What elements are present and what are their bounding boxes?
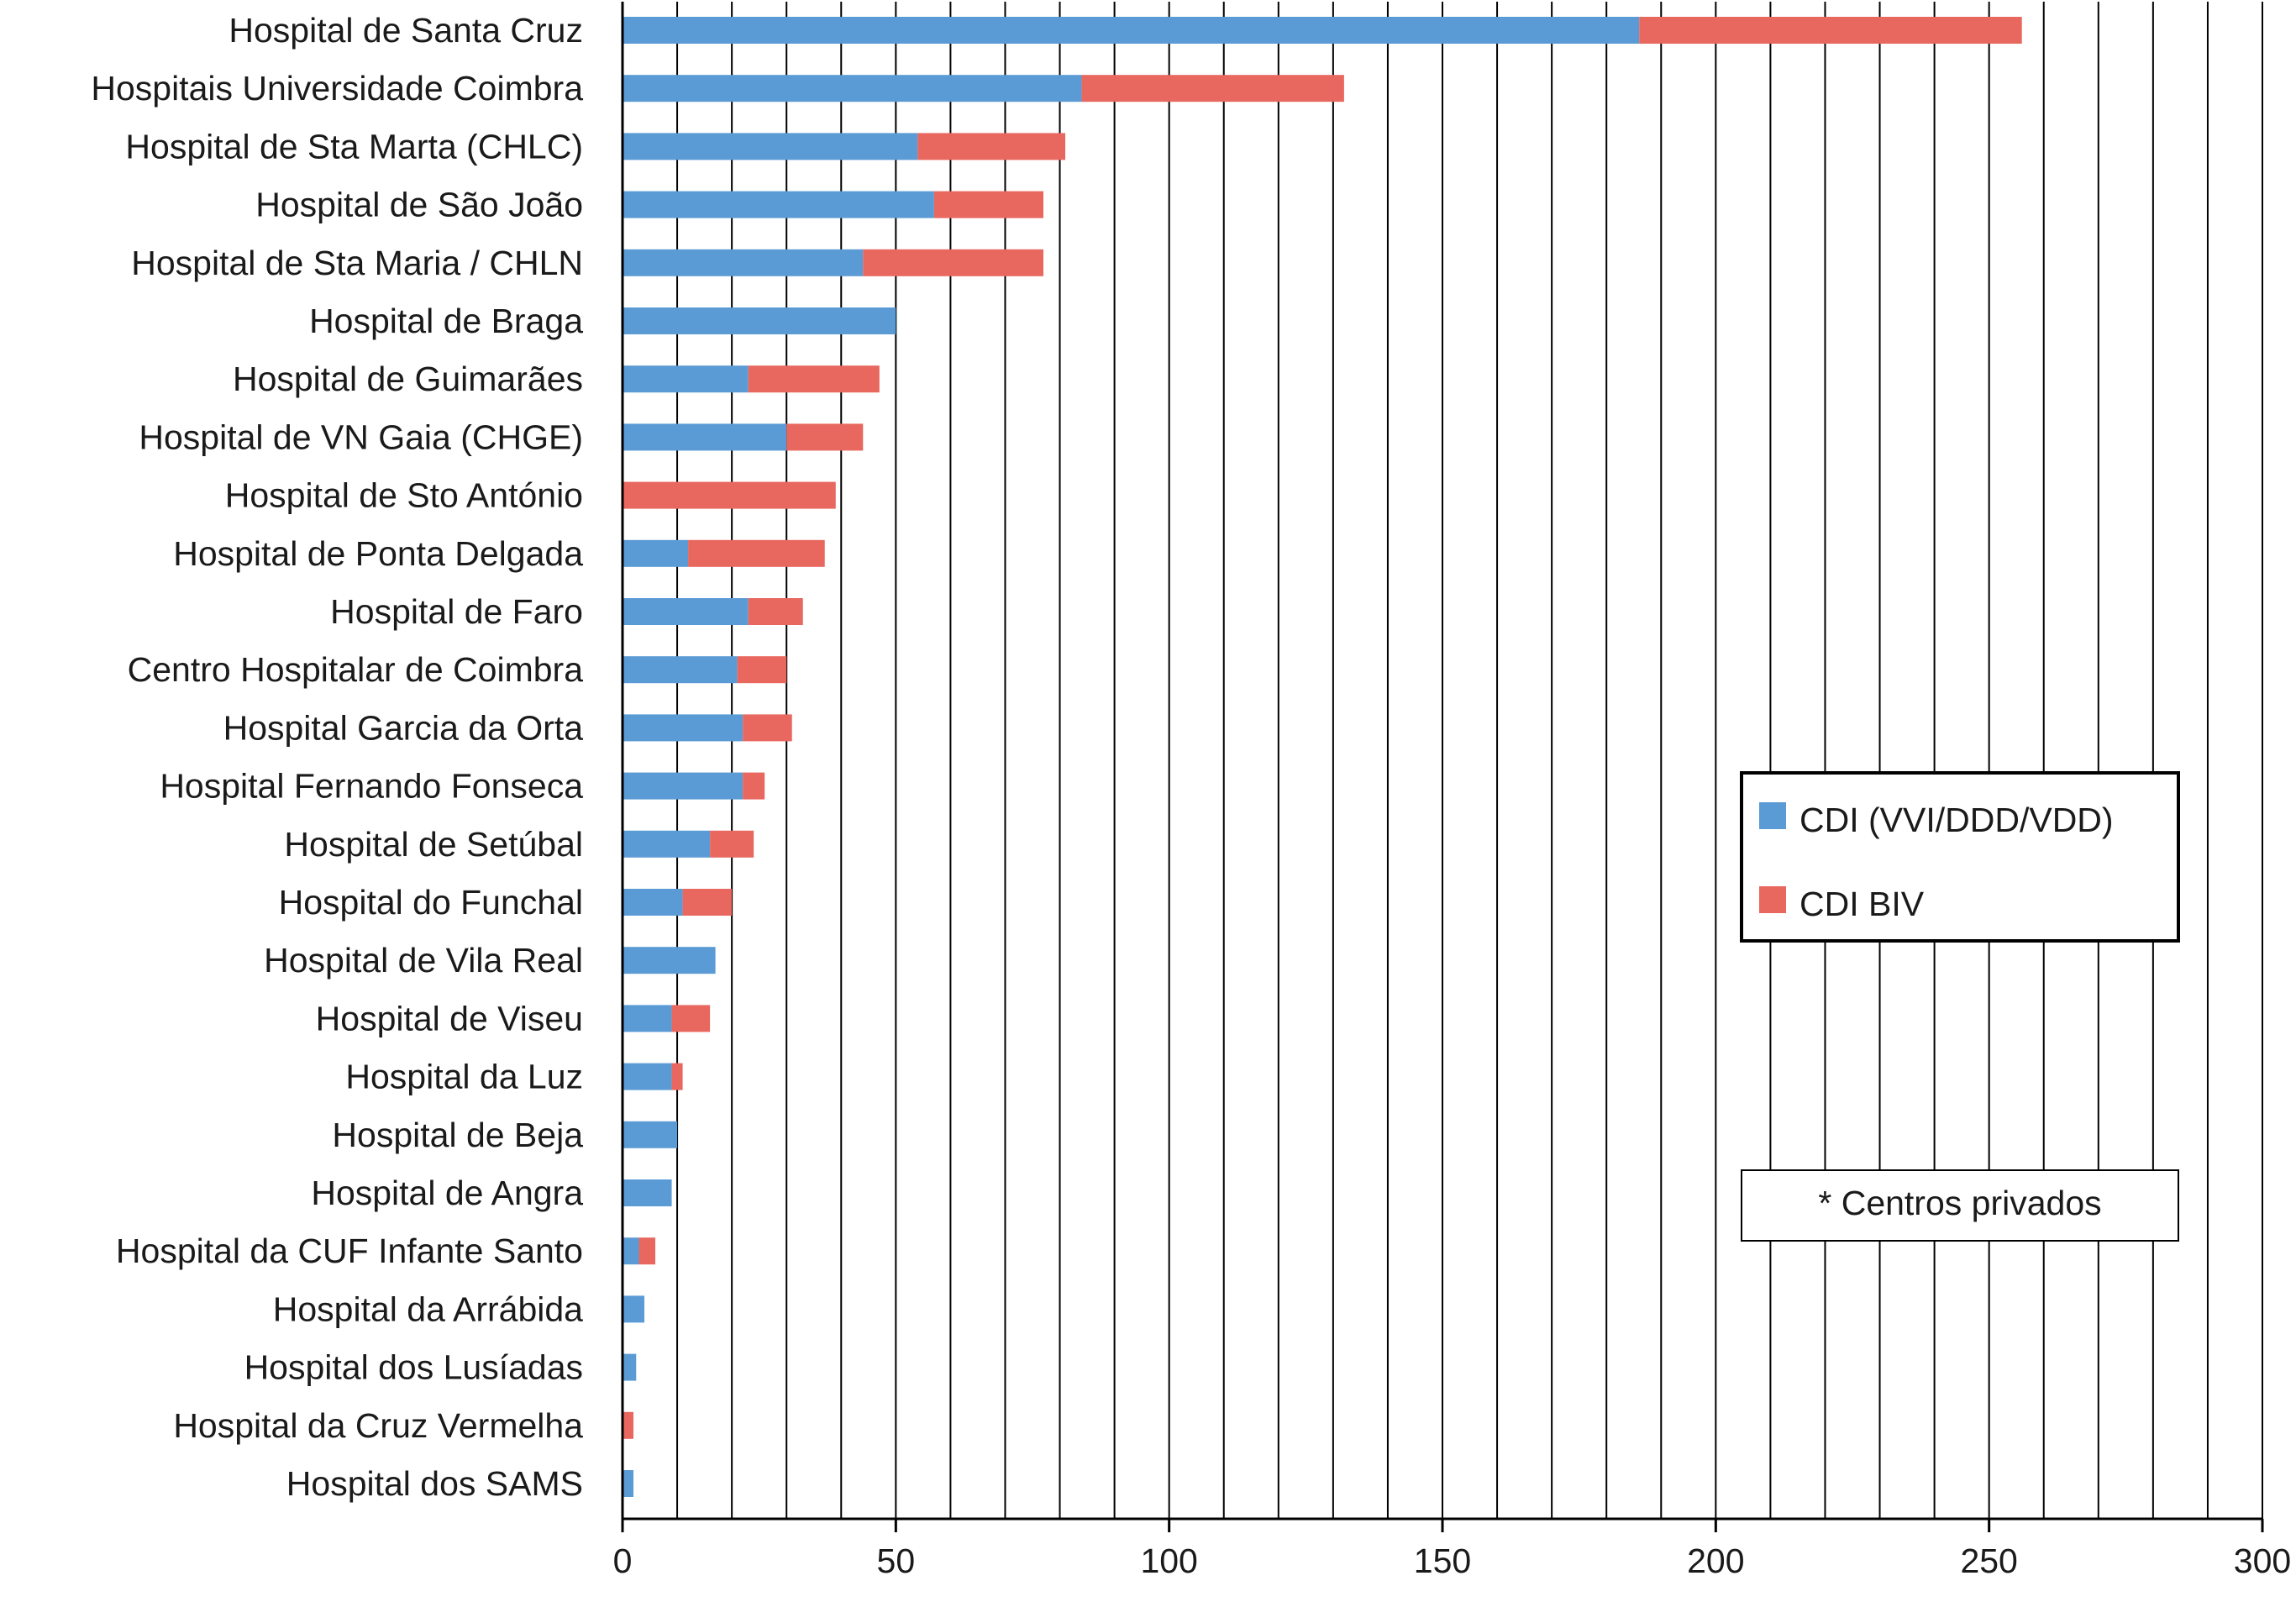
bar-cdi xyxy=(623,1005,672,1032)
annotation-box: * Centros privados xyxy=(1741,1169,2179,1242)
bar-cdi-biv xyxy=(1081,75,1344,102)
bar-cdi xyxy=(623,1179,672,1206)
category-label: Hospital dos SAMS xyxy=(286,1464,583,1503)
legend-swatch-cdi-biv xyxy=(1759,886,1786,913)
category-label: Hospital de Braga xyxy=(309,302,583,340)
bar-cdi-biv xyxy=(863,249,1044,276)
x-tick-label: 250 xyxy=(1960,1542,2017,1580)
category-label: Hospital de Faro xyxy=(330,592,583,631)
bar-cdi xyxy=(623,1121,678,1148)
x-tick-label: 50 xyxy=(877,1542,916,1580)
bar-cdi-biv xyxy=(737,656,787,684)
category-label: Hospital do Funchal xyxy=(279,883,583,922)
x-tick-label: 300 xyxy=(2234,1542,2291,1580)
x-tick-label: 0 xyxy=(613,1542,633,1580)
category-label: Hospital dos Lusíadas xyxy=(244,1348,583,1387)
category-label: Hospital de Sto António xyxy=(225,476,583,515)
bar-cdi-biv xyxy=(671,1005,711,1032)
bar-cdi xyxy=(623,947,716,974)
category-label: Hospital da Cruz Vermelha xyxy=(173,1406,583,1445)
category-label: Hospital de Viseu xyxy=(316,999,583,1037)
bar-cdi-biv xyxy=(710,830,754,858)
bar-cdi-biv xyxy=(917,133,1066,160)
bar-cdi xyxy=(623,714,743,742)
category-label: Hospital de Setúbal xyxy=(284,825,583,864)
x-tick-label: 100 xyxy=(1140,1542,1197,1580)
bar-cdi xyxy=(623,539,689,567)
bar-cdi xyxy=(623,133,918,160)
bar-cdi xyxy=(623,75,1082,102)
category-label: Hospital de VN Gaia (CHGE) xyxy=(139,418,583,456)
bar-cdi-biv xyxy=(623,481,836,509)
bar-cdi xyxy=(623,365,749,393)
legend-label-cdi-biv: CDI BIV xyxy=(1799,885,1925,923)
bar-cdi xyxy=(623,656,738,684)
category-label: Hospital Fernando Fonseca xyxy=(160,767,583,806)
legend-swatch-cdi xyxy=(1759,802,1786,829)
category-label: Hospital de Sta Marta (CHLC) xyxy=(125,127,583,165)
bar-cdi-biv xyxy=(623,1411,634,1439)
category-label: Hospital de Ponta Delgada xyxy=(173,534,583,573)
bar-cdi-biv xyxy=(786,423,864,451)
bar-cdi xyxy=(623,772,743,800)
bar-cdi xyxy=(623,249,864,276)
bar-cdi-biv xyxy=(671,1063,683,1090)
annotation-frame xyxy=(1741,1169,2179,1242)
category-label: Hospital da Arrábida xyxy=(273,1289,583,1328)
category-label: Hospitais Universidade Coimbra xyxy=(91,69,583,108)
bar-cdi xyxy=(623,17,1640,44)
category-label: Hospital de Santa Cruz xyxy=(229,11,583,50)
bars xyxy=(623,17,2022,1497)
category-label: Hospital de Angra xyxy=(311,1174,583,1212)
bar-cdi-biv xyxy=(688,539,825,567)
bar-cdi-biv xyxy=(933,191,1044,218)
bar-cdi xyxy=(623,307,896,334)
bar-cdi xyxy=(623,1295,645,1323)
x-tick-label: 200 xyxy=(1687,1542,1744,1580)
bar-cdi-biv xyxy=(682,889,733,916)
bar-cdi-biv xyxy=(748,598,803,625)
category-label: Hospital de Sta Maria / CHLN xyxy=(131,244,583,282)
bar-cdi xyxy=(623,889,683,916)
bar-cdi xyxy=(623,830,711,858)
bar-cdi xyxy=(623,598,749,625)
bar-cdi xyxy=(623,1470,634,1497)
legend: CDI (VVI/DDD/VDD) CDI BIV xyxy=(1740,771,2180,943)
bar-cdi xyxy=(623,423,787,451)
category-label: Centro Hospitalar de Coimbra xyxy=(128,650,584,689)
bar-cdi-biv xyxy=(748,365,880,393)
category-label: Hospital de Beja xyxy=(332,1116,583,1154)
category-label: Hospital de Guimarães xyxy=(233,360,583,398)
category-label: Hospital Garcia da Orta xyxy=(223,708,584,747)
bar-cdi xyxy=(623,1237,639,1265)
bar-cdi xyxy=(623,191,934,218)
annotation-text: * Centros privados xyxy=(1818,1184,2101,1222)
category-label: Hospital de São João xyxy=(255,186,583,224)
legend-box xyxy=(1740,771,2180,943)
x-axis-ticks: 0 50 100 150 200 250 300 xyxy=(613,1519,2291,1580)
category-label: Hospital de Vila Real xyxy=(264,941,583,980)
category-labels: Hospital de Santa Cruz Hospitais Universi… xyxy=(91,11,583,1503)
category-label: Hospital da CUF Infante Santo xyxy=(116,1232,583,1270)
bar-cdi xyxy=(623,1353,637,1381)
legend-label-cdi: CDI (VVI/DDD/VDD) xyxy=(1799,801,2114,839)
bar-cdi-biv xyxy=(743,772,765,800)
x-tick-label: 150 xyxy=(1414,1542,1471,1580)
category-label: Hospital da Luz xyxy=(345,1058,583,1096)
bar-cdi-biv xyxy=(743,714,792,742)
bar-cdi-biv xyxy=(1639,17,2022,44)
gridlines xyxy=(676,2,2263,1519)
bar-cdi xyxy=(623,1063,672,1090)
bar-cdi-biv xyxy=(638,1237,656,1265)
